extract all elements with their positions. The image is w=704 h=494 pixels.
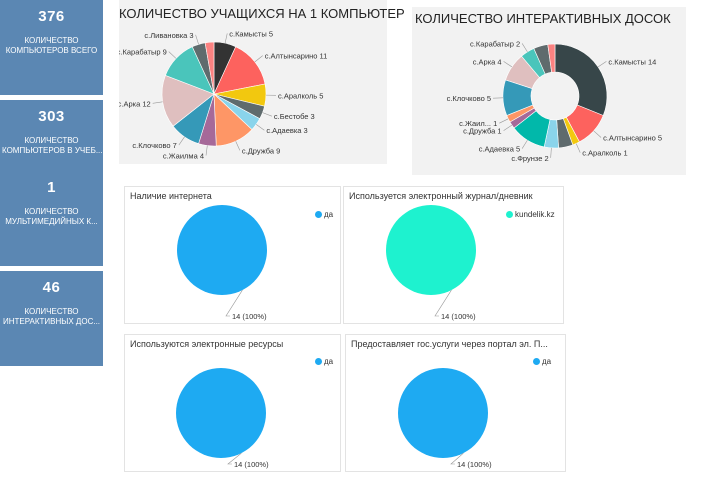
chart-title: Используются электронные ресурсы [130, 339, 284, 349]
kpi-label: КОЛИЧЕСТВО МУЛЬТИМЕДИЙНЫХ К... [5, 207, 98, 226]
pie-chart-e-journal: 14 (100%) [386, 205, 476, 321]
leader-line [521, 43, 528, 53]
data-label: 14 (100%) [441, 312, 476, 321]
leader-line [450, 452, 464, 465]
pie-chart-students-per-computer: с.Камысты 5 с.Алтынсарино 11 с.Аралколь 5 с… [119, 29, 328, 160]
chart-title: КОЛИЧЕСТВО ИНТЕРАКТИВНЫХ ДОСОК [415, 11, 671, 26]
chart-title: Используется электронный журнал/дневник [349, 191, 533, 201]
pie-chart-gov-services: 14 (100%) [398, 368, 492, 469]
chart-panel-e-resources[interactable]: Используются электронные ресурсы да 14 (… [124, 334, 341, 472]
slice-label: с.Клочково 5 [447, 94, 491, 103]
chart-panel-internet[interactable]: Наличие интернета да 14 (100%) [124, 186, 341, 324]
kpi-card-computers-total[interactable]: 376 КОЛИЧЕСТВО КОМПЬЮТЕРОВ ВСЕГО [0, 0, 103, 95]
slice-label: с.Жаил... 1 [459, 119, 497, 128]
chart-legend: да [533, 357, 551, 366]
slice-label: с.Фрунзе 2 [511, 154, 548, 163]
leader-line [503, 124, 513, 131]
slice-label: с.Адаевка 5 [479, 145, 520, 154]
data-label: 14 (100%) [234, 460, 269, 469]
slice-label: с.Жаилма 4 [163, 151, 204, 160]
pie-slice[interactable] [554, 43, 608, 116]
leader-line [499, 118, 509, 124]
chart-title: КОЛИЧЕСТВО УЧАЩИХСЯ НА 1 КОМПЬЮТЕР [119, 6, 405, 21]
chart-title: Предоставляет гос.услуги через портал эл… [351, 339, 548, 349]
kpi-value: 303 [38, 108, 65, 125]
leader-line [205, 145, 208, 156]
chart-legend: kundelik.kz [506, 210, 555, 219]
kpi-label: КОЛИЧЕСТВО КОМПЬЮТЕРОВ В УЧЕБ... [2, 136, 103, 155]
pie-slice[interactable] [204, 41, 215, 95]
leader-line [254, 55, 263, 63]
slice-label: с.Клочково 7 [132, 141, 176, 150]
slice-label: с.Алтынсарино 5 [603, 133, 662, 142]
slice-label: с.Адаевка 3 [266, 126, 307, 135]
slice-label: с.Дружба 1 [463, 127, 502, 136]
leader-line [434, 289, 452, 317]
slice-label: с.Аралколь 5 [278, 91, 323, 100]
pie-slice[interactable] [213, 46, 266, 95]
leader-line [256, 124, 265, 131]
slice-label: с.Бестобе 3 [274, 112, 315, 121]
pie-slice[interactable] [547, 43, 556, 73]
chart-legend: да [315, 357, 333, 366]
leader-line [550, 147, 552, 158]
leader-line [521, 139, 528, 149]
kpi-card-interactive-boards[interactable]: 46 КОЛИЧЕСТВО ИНТЕРАКТИВНЫХ ДОС... [0, 271, 103, 366]
chart-legend: да [315, 210, 333, 219]
leader-line [593, 130, 602, 138]
chart-panel-interactive-boards[interactable]: КОЛИЧЕСТВО ИНТЕРАКТИВНЫХ ДОСОК с.Камысты… [412, 7, 686, 175]
slice-label: с.Камысты 14 [608, 57, 656, 66]
chart-panel-gov-services[interactable]: Предоставляет гос.услуги через портал эл… [345, 334, 566, 472]
leader-line [503, 61, 513, 68]
chart-panel-e-journal[interactable]: Используется электронный журнал/дневник … [343, 186, 564, 324]
slice-label: с.Карабатыр 2 [470, 39, 520, 48]
slice-label: с.Ливановка 3 [144, 31, 193, 40]
data-label: 14 (100%) [457, 460, 492, 469]
slice-label: с.Алтынсарино 11 [265, 52, 328, 61]
chart-panel-students-per-computer[interactable]: КОЛИЧЕСТВО УЧАЩИХСЯ НА 1 КОМПЬЮТЕР с.Кам… [119, 0, 405, 164]
pie-slice[interactable] [161, 75, 215, 127]
legend-dot [533, 358, 540, 366]
kpi-label: КОЛИЧЕСТВО КОМПЬЮТЕРОВ ВСЕГО [5, 36, 98, 55]
leader-line [152, 101, 163, 104]
slice-label: с.Арка 12 [119, 99, 151, 108]
kpi-card-multimedia[interactable]: 1 КОЛИЧЕСТВО МУЛЬТИМЕДИЙНЫХ К... [0, 171, 103, 266]
leader-line [597, 61, 607, 68]
pie-chart-internet: 14 (100%) [177, 205, 267, 321]
data-label: 14 (100%) [232, 312, 267, 321]
pie-chart-e-resources: 14 (100%) [176, 368, 269, 469]
leader-line [227, 452, 242, 465]
kpi-label: КОЛИЧЕСТВО ИНТЕРАКТИВНЫХ ДОС... [2, 307, 101, 326]
slice-label: с.Дружба 9 [242, 146, 281, 155]
legend-dot [315, 358, 322, 366]
donut-chart-interactive-boards: с.Камысты 14 с.Алтынсарино 5 с.Аралколь 1 с… [447, 39, 663, 163]
slice-label: с.Карабатыр 9 [119, 48, 167, 57]
legend-dot [506, 211, 513, 219]
slice-label: с.Арка 4 [473, 57, 502, 66]
kpi-value: 1 [47, 179, 56, 196]
pie-slice[interactable] [176, 368, 266, 458]
kpi-value: 376 [38, 8, 65, 25]
leader-line [235, 141, 241, 151]
slice-label: с.Камысты 5 [229, 29, 273, 38]
leader-line [195, 34, 199, 45]
legend-dot [315, 211, 322, 219]
slice-label: с.Аралколь 1 [582, 149, 627, 158]
leader-line [224, 33, 228, 44]
leader-line [575, 143, 581, 153]
pie-slice[interactable] [177, 205, 267, 295]
leader-line [168, 51, 177, 59]
kpi-value: 46 [42, 279, 61, 296]
pie-slice[interactable] [398, 368, 488, 458]
leader-line [178, 136, 185, 146]
leader-line [225, 289, 243, 317]
leader-line [262, 112, 273, 117]
chart-title: Наличие интернета [130, 191, 212, 201]
pie-slice[interactable] [386, 205, 476, 295]
